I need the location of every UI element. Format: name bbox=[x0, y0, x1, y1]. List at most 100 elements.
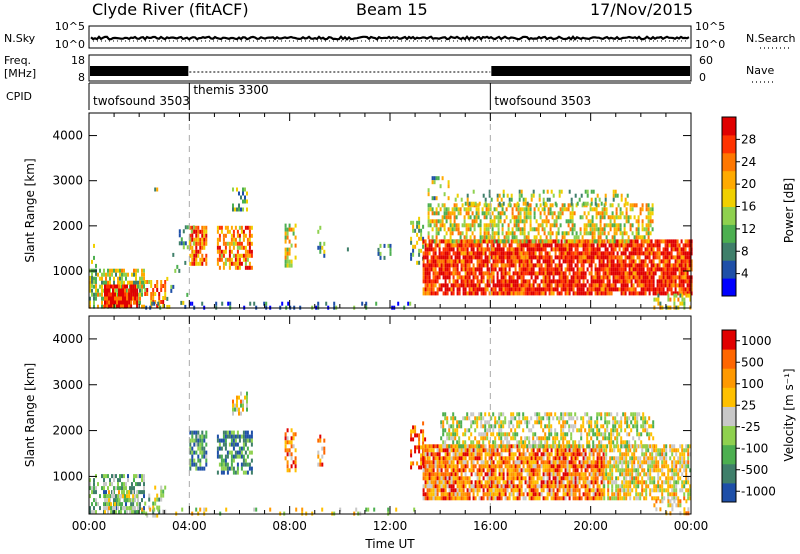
power-cell bbox=[506, 251, 509, 256]
power-cell bbox=[465, 211, 468, 216]
velocity-cell bbox=[224, 466, 227, 471]
power-cell bbox=[526, 251, 529, 256]
power-cell bbox=[218, 249, 221, 254]
velocity-cell bbox=[596, 456, 599, 461]
power-cell bbox=[500, 255, 503, 260]
power-cell bbox=[152, 296, 155, 300]
power-cell bbox=[682, 283, 685, 288]
power-cell bbox=[429, 219, 432, 224]
power-cell bbox=[684, 259, 687, 264]
power-cell bbox=[626, 247, 629, 252]
power-cell bbox=[250, 249, 253, 254]
power-cell bbox=[504, 291, 507, 296]
power-cell bbox=[591, 207, 594, 212]
power-cell bbox=[230, 241, 233, 246]
power-cell bbox=[542, 197, 545, 202]
power-cell bbox=[582, 275, 585, 280]
power-cell bbox=[109, 276, 111, 281]
power-cell bbox=[240, 195, 242, 200]
velocity-cell bbox=[496, 476, 499, 481]
velocity-cell bbox=[584, 464, 587, 469]
power-cell bbox=[91, 292, 93, 297]
velocity-cell bbox=[496, 484, 499, 489]
power-cell bbox=[427, 203, 430, 208]
velocity-cell bbox=[464, 472, 467, 477]
power-cell bbox=[201, 233, 204, 238]
power-cell bbox=[627, 235, 630, 240]
velocity-cell bbox=[542, 468, 545, 473]
velocity-cell bbox=[139, 474, 141, 479]
power-cell bbox=[240, 207, 242, 212]
velocity-cell bbox=[464, 492, 467, 497]
power-cell bbox=[488, 259, 491, 264]
power-cell bbox=[501, 207, 504, 212]
velocity-cell bbox=[118, 498, 120, 503]
velocity-cell bbox=[460, 468, 463, 473]
velocity-cell bbox=[460, 484, 463, 489]
power-cell bbox=[457, 207, 460, 212]
velocity-cell bbox=[560, 484, 563, 489]
velocity-cell bbox=[478, 472, 481, 477]
power-cell bbox=[640, 271, 643, 276]
power-cell bbox=[452, 275, 455, 280]
power-cell bbox=[554, 247, 557, 252]
power-cell bbox=[586, 251, 589, 256]
velocity-cell bbox=[558, 480, 561, 485]
power-cell bbox=[575, 203, 578, 208]
velocity-cell bbox=[492, 496, 495, 501]
power-cell bbox=[582, 201, 585, 206]
velocity-cell bbox=[250, 458, 253, 463]
power-cell bbox=[97, 272, 99, 277]
power-cell bbox=[438, 287, 441, 292]
power-cell bbox=[652, 291, 655, 296]
velocity-cell bbox=[444, 476, 447, 481]
velocity-cell bbox=[440, 480, 443, 485]
power-cell bbox=[582, 247, 585, 252]
velocity-cell bbox=[434, 476, 437, 481]
power-cell bbox=[294, 223, 297, 228]
power-cell bbox=[662, 251, 665, 256]
power-cell bbox=[516, 283, 519, 288]
velocity-cell bbox=[488, 472, 491, 477]
power-cell bbox=[578, 275, 581, 280]
velocity-cell bbox=[482, 468, 485, 473]
power-cell bbox=[189, 233, 192, 238]
power-cell bbox=[432, 291, 435, 296]
power-cell bbox=[184, 225, 187, 230]
velocity-cell bbox=[130, 506, 133, 511]
power-cell bbox=[286, 255, 289, 260]
power-cell bbox=[317, 301, 320, 306]
velocity-cell bbox=[564, 472, 567, 477]
power-cell bbox=[480, 263, 483, 268]
power-cell bbox=[682, 259, 685, 264]
power-cell bbox=[608, 263, 611, 268]
velocity-cell bbox=[534, 484, 537, 489]
power-cell bbox=[654, 263, 657, 268]
power-cell bbox=[638, 255, 641, 260]
power-cell bbox=[589, 223, 592, 228]
power-cell bbox=[418, 236, 421, 241]
power-cell bbox=[287, 301, 290, 306]
power-colorbar-tick-label-1: 8 bbox=[741, 244, 749, 258]
power-cell bbox=[646, 287, 649, 292]
velocity-cell bbox=[130, 502, 133, 507]
power-cell bbox=[529, 211, 532, 216]
power-cell bbox=[139, 276, 141, 281]
velocity-cell bbox=[588, 488, 591, 493]
power-cell bbox=[442, 263, 445, 268]
power-cell bbox=[478, 247, 481, 252]
power-cell bbox=[686, 267, 689, 272]
velocity-cell bbox=[584, 448, 587, 453]
power-cell bbox=[470, 247, 473, 252]
power-cell bbox=[446, 243, 449, 248]
velocity-cell bbox=[512, 484, 515, 489]
velocity-cell bbox=[484, 460, 487, 465]
velocity-cell bbox=[534, 456, 537, 461]
power-cell bbox=[637, 219, 640, 224]
power-cell bbox=[453, 227, 456, 232]
power-cell bbox=[503, 219, 506, 224]
power-cell bbox=[668, 271, 671, 276]
velocity-cell bbox=[568, 480, 571, 485]
velocity-cell bbox=[197, 454, 200, 459]
power-cell bbox=[576, 275, 579, 280]
